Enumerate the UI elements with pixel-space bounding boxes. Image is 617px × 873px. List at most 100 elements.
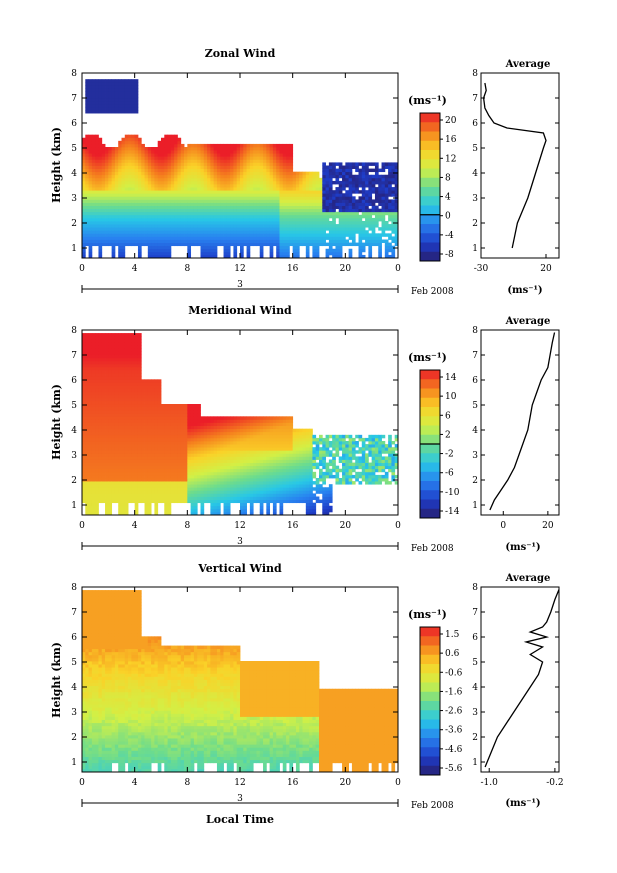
heatmap-cell — [210, 245, 215, 250]
heatmap-cell — [118, 505, 122, 510]
heatmap-cell — [108, 453, 113, 457]
heatmap-cell — [161, 227, 165, 231]
heatmap-cell — [147, 431, 152, 436]
heatmap-cell — [256, 227, 261, 231]
heatmap-cell — [332, 224, 336, 228]
heatmap-cell — [184, 407, 188, 411]
heatmap-cell — [111, 499, 116, 504]
heatmap-cell — [144, 205, 149, 210]
heatmap-cell — [203, 147, 208, 151]
heatmap-cell — [328, 196, 333, 200]
heatmap-cell — [180, 171, 185, 176]
heatmap-cell — [98, 462, 103, 467]
heatmap-cell — [128, 94, 132, 99]
heatmap-cell — [144, 450, 149, 454]
heatmap-cell — [131, 336, 136, 340]
heatmap-cell — [177, 493, 182, 497]
heatmap-cell — [391, 217, 396, 222]
heatmap-cell — [315, 251, 320, 256]
heatmap-cell — [216, 171, 221, 176]
heatmap-cell — [220, 159, 224, 163]
heatmap-cell — [246, 227, 251, 231]
heatmap-cell — [286, 153, 290, 157]
heatmap-cell — [177, 190, 182, 194]
heatmap-cell — [193, 168, 198, 173]
heatmap-cell — [134, 168, 139, 173]
heatmap-cell — [95, 143, 99, 148]
heatmap-cell — [128, 165, 132, 169]
heatmap-cell — [121, 493, 126, 497]
heatmap-cell — [114, 85, 119, 89]
heatmap-cell — [289, 211, 294, 216]
heatmap-cell — [332, 174, 336, 179]
heatmap-cell — [128, 205, 132, 210]
heatmap-cell — [184, 468, 188, 473]
heatmap-cell — [263, 165, 267, 169]
heatmap-cell — [374, 193, 379, 197]
heatmap-cell — [180, 239, 185, 243]
heatmap-cell — [184, 478, 188, 482]
heatmap-cell — [85, 91, 89, 95]
heatmap-cell — [394, 224, 398, 228]
heatmap-cell — [114, 196, 119, 200]
heatmap-cell — [95, 336, 99, 340]
heatmap-cell — [128, 428, 132, 433]
heatmap-cell — [193, 202, 198, 206]
heatmap-cell — [355, 205, 359, 210]
heatmap-cell — [91, 416, 96, 420]
heatmap-cell — [236, 214, 241, 219]
heatmap-cell — [154, 404, 159, 408]
heatmap-cell — [328, 221, 333, 225]
heatmap-cell — [259, 233, 264, 237]
heatmap-cell — [292, 224, 297, 228]
heatmap-cell — [170, 147, 175, 151]
heatmap-cell — [124, 211, 129, 216]
heatmap-cell — [213, 199, 218, 203]
heatmap-cell — [184, 221, 188, 225]
heatmap-cell — [388, 162, 392, 166]
heatmap-cell — [124, 333, 129, 337]
heatmap-cell — [128, 376, 132, 380]
heatmap-cell — [128, 456, 132, 460]
heatmap-cell — [315, 211, 320, 216]
heatmap-cell — [85, 508, 89, 513]
heatmap-cell — [371, 239, 376, 243]
heatmap-cell — [144, 400, 149, 405]
heatmap-cell — [200, 180, 205, 185]
heatmap-cell — [95, 171, 99, 176]
heatmap-cell — [295, 184, 300, 188]
heatmap-cell — [233, 187, 238, 191]
heatmap-cell — [101, 165, 106, 169]
heatmap-cell — [355, 162, 359, 166]
heatmap-cell — [131, 382, 136, 386]
heatmap-cell — [213, 254, 218, 258]
heatmap-cell — [85, 431, 89, 436]
heatmap-cell — [246, 211, 251, 216]
heatmap-cell — [111, 348, 116, 352]
heatmap-cell — [286, 168, 290, 173]
heatmap-cell — [88, 103, 93, 108]
heatmap-cell — [128, 342, 132, 346]
heatmap-cell — [164, 187, 168, 191]
heatmap-cell — [226, 153, 231, 157]
heatmap-cell — [111, 388, 116, 393]
heatmap-cell — [299, 217, 303, 222]
heatmap-cell — [167, 184, 172, 188]
heatmap-cell — [368, 211, 373, 216]
heatmap-cell — [223, 168, 228, 173]
heatmap-cell — [137, 248, 142, 253]
heatmap-cell — [91, 110, 96, 114]
heatmap-cell — [98, 419, 103, 423]
heatmap-cell — [111, 162, 116, 166]
heatmap-cell — [174, 419, 178, 423]
heatmap-cell — [108, 227, 113, 231]
heatmap-cell — [384, 233, 389, 237]
heatmap-cell — [131, 180, 136, 185]
heatmap-cell — [358, 239, 363, 243]
heatmap-cell — [266, 193, 271, 197]
heatmap-cell — [118, 484, 122, 488]
heatmap-cell — [114, 373, 119, 377]
heatmap-cell — [91, 242, 96, 247]
heatmap-cell — [174, 134, 178, 139]
